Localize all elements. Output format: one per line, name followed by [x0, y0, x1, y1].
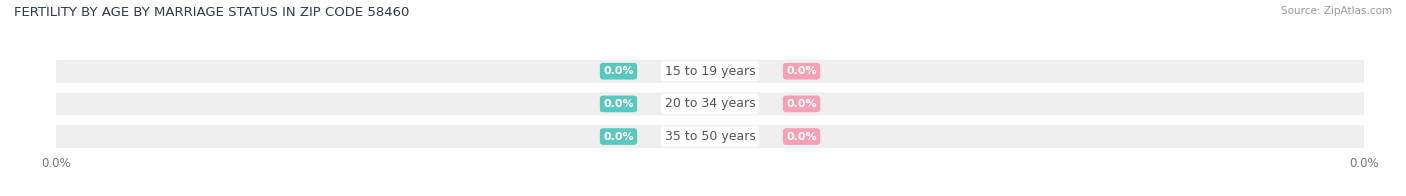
Text: 20 to 34 years: 20 to 34 years: [665, 97, 755, 110]
Text: Source: ZipAtlas.com: Source: ZipAtlas.com: [1281, 6, 1392, 16]
FancyBboxPatch shape: [37, 93, 1384, 115]
Text: 0.0%: 0.0%: [786, 132, 817, 142]
Text: 0.0%: 0.0%: [603, 132, 634, 142]
Text: 15 to 19 years: 15 to 19 years: [665, 65, 755, 78]
Text: FERTILITY BY AGE BY MARRIAGE STATUS IN ZIP CODE 58460: FERTILITY BY AGE BY MARRIAGE STATUS IN Z…: [14, 6, 409, 19]
FancyBboxPatch shape: [37, 60, 1384, 83]
Text: 0.0%: 0.0%: [786, 66, 817, 76]
Text: 0.0%: 0.0%: [603, 99, 634, 109]
FancyBboxPatch shape: [37, 125, 1384, 148]
Text: 35 to 50 years: 35 to 50 years: [665, 130, 755, 143]
Text: 0.0%: 0.0%: [786, 99, 817, 109]
Text: 0.0%: 0.0%: [603, 66, 634, 76]
